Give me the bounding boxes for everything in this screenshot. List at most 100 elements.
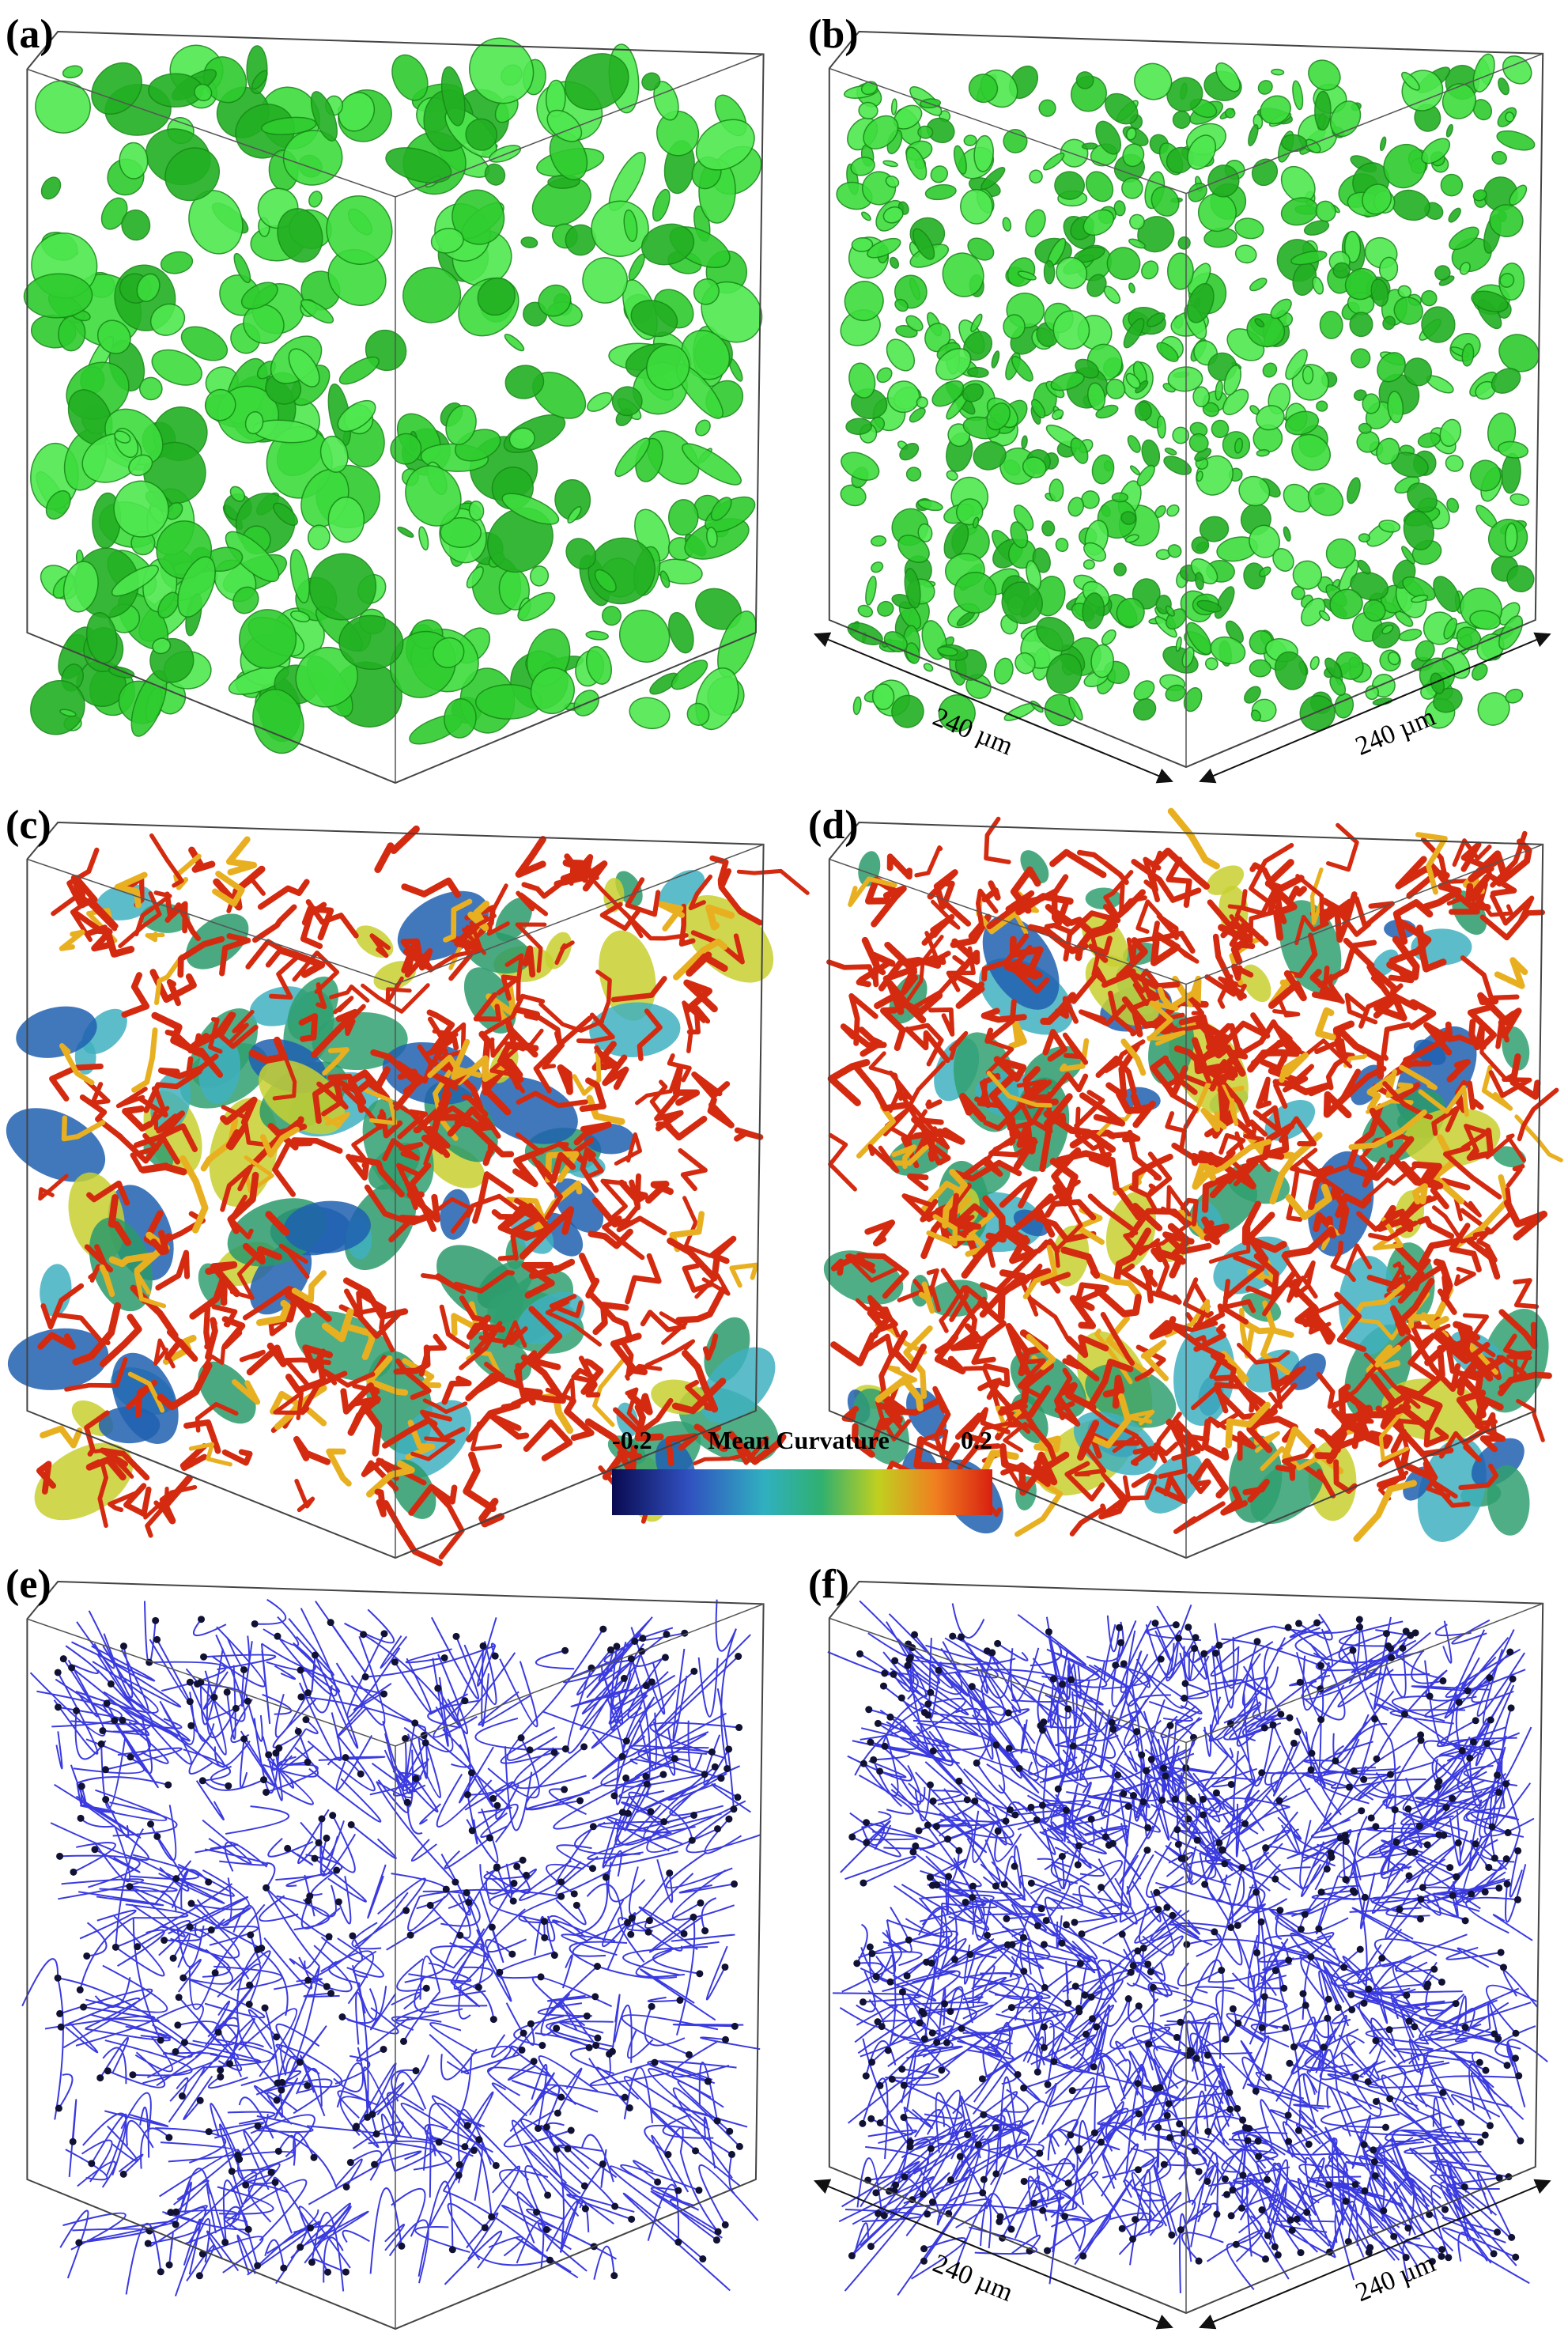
structure-blob — [1307, 482, 1344, 516]
network-node — [928, 2198, 936, 2206]
network-node — [642, 1772, 650, 1780]
network-node — [342, 1753, 349, 1761]
network-edge — [1338, 1838, 1412, 1879]
network-node — [1064, 1705, 1072, 1713]
network-node — [980, 2111, 988, 2119]
network-node — [1088, 2015, 1096, 2023]
network-node — [1302, 2001, 1309, 2009]
structure-blob — [646, 344, 690, 391]
network-node — [240, 1665, 247, 1673]
network-node — [1160, 1764, 1168, 1772]
network-node — [903, 1972, 911, 1980]
network-node — [175, 1994, 183, 2001]
network-node — [946, 2008, 954, 2016]
network-edge — [274, 1978, 323, 1990]
ligament — [1411, 1183, 1429, 1205]
network-node — [492, 2161, 500, 2169]
network-edge — [1505, 1864, 1527, 1923]
ligament — [1119, 883, 1147, 914]
network-node — [161, 1937, 168, 1945]
structure-blob — [288, 348, 320, 387]
network-node — [898, 2065, 906, 2073]
network-node — [1076, 1960, 1084, 1967]
panel-label: (e) — [6, 1562, 51, 1607]
network-edge — [647, 1996, 681, 2002]
structure-blob — [35, 80, 91, 134]
structure-blob — [484, 163, 506, 186]
network-edge — [304, 2206, 352, 2264]
network-node — [859, 1998, 867, 2006]
network-node — [969, 1882, 977, 1890]
network-edge — [496, 1951, 556, 1979]
network-node — [195, 2272, 203, 2280]
network-node — [1487, 1716, 1494, 1724]
network-node — [541, 1933, 549, 1941]
network-node — [1269, 1721, 1277, 1729]
structure-blob — [1309, 656, 1320, 671]
network-node — [1508, 2233, 1516, 2241]
dimension-arrow — [813, 632, 1173, 784]
structure-blob — [91, 62, 142, 115]
network-node — [1415, 1822, 1423, 1830]
network-node — [101, 1766, 109, 1774]
structure-blob — [1347, 477, 1361, 505]
ligament — [871, 885, 907, 928]
structure-blob — [1421, 289, 1438, 307]
network-node — [1290, 1739, 1298, 1747]
network-node — [580, 1743, 588, 1751]
network-node — [452, 1878, 459, 1886]
network-node — [1213, 2210, 1221, 2218]
network-node — [876, 1767, 884, 1775]
structure-blob — [614, 437, 651, 478]
ligament — [513, 1006, 541, 1021]
network-node — [1373, 1755, 1381, 1763]
ligament — [294, 1479, 315, 1513]
network-edge — [77, 2160, 116, 2188]
ligament — [145, 932, 165, 943]
structure-blob — [308, 553, 377, 621]
network-node — [421, 1739, 429, 1747]
network-node — [325, 1933, 333, 1941]
network-node — [273, 2096, 281, 2104]
network-node — [1370, 2146, 1377, 2154]
structure-blob — [180, 326, 229, 361]
network-node — [712, 2236, 720, 2244]
network-node — [172, 2221, 179, 2228]
network-node — [872, 1973, 880, 1981]
network-node — [659, 1771, 667, 1778]
network-node — [111, 1943, 119, 1951]
network-node — [412, 1775, 420, 1782]
network-node — [648, 2002, 656, 2010]
network-node — [714, 2228, 722, 2236]
network-node — [1000, 1881, 1008, 1888]
network-node — [1385, 2026, 1393, 2034]
network-node — [1485, 1863, 1493, 1871]
structure-blob — [165, 501, 183, 520]
network-node — [1262, 2255, 1270, 2263]
network-node — [526, 1746, 534, 1754]
network-node — [523, 1871, 531, 1879]
network-node — [1386, 2095, 1394, 2103]
network-node — [1172, 1621, 1180, 1629]
structure-blob — [629, 697, 671, 730]
network-node — [1108, 1718, 1116, 1726]
network-node — [1303, 2209, 1311, 2216]
network-node — [872, 2189, 880, 2197]
network-edge — [342, 2229, 370, 2243]
network-edge — [337, 1937, 384, 1978]
ligament — [709, 1235, 737, 1264]
network-node — [881, 1669, 889, 1677]
network-node — [1453, 1873, 1460, 1881]
network-node — [692, 2147, 700, 2155]
network-edge — [1459, 1831, 1479, 1865]
network-edge — [107, 2051, 166, 2088]
network-node — [1264, 2175, 1271, 2183]
network-node — [1215, 1641, 1223, 1649]
structure-blob — [1091, 454, 1115, 485]
network-node — [144, 2240, 152, 2247]
network-node — [900, 2081, 908, 2089]
network-node — [1345, 1783, 1353, 1791]
network-node — [1348, 2005, 1356, 2013]
network-node — [267, 2168, 275, 2176]
network-node — [537, 1973, 545, 1981]
